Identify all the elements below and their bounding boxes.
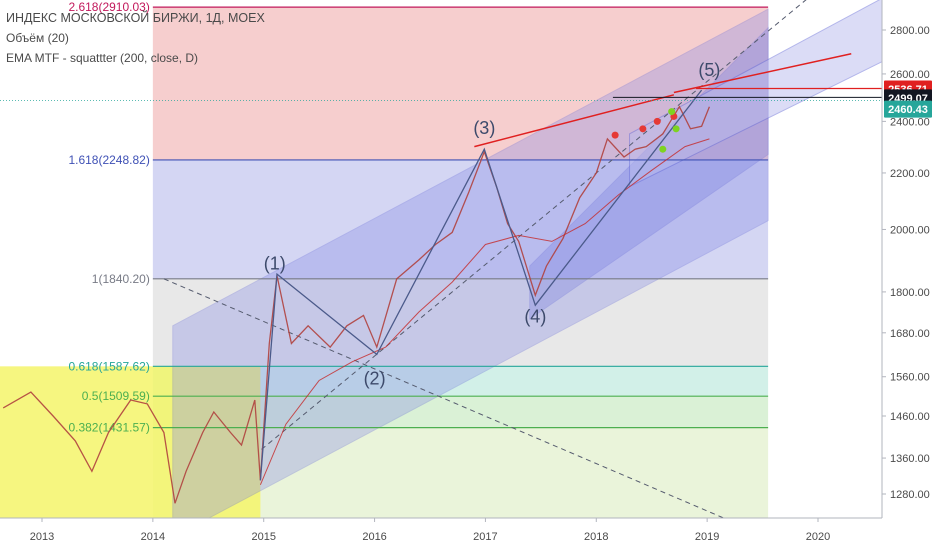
x-axis-panel (0, 518, 932, 550)
fib-label-0: 2.618(2910.03) (68, 0, 149, 14)
wave-label-4: (4) (524, 306, 546, 326)
fib-zone-mid (152, 159, 769, 279)
y-tick-label-7: 1560.00 (890, 372, 930, 384)
x-tick-label-1: 2014 (141, 531, 165, 543)
price-series-line (2, 105, 711, 504)
signal-dot-green-1 (672, 125, 680, 133)
wave-label-1: (1) (264, 253, 286, 273)
y-tick-label-9: 1360.00 (890, 453, 930, 465)
wave-label-3: (3) (473, 118, 495, 138)
fib-label-5: 0.382(1431.57) (68, 421, 149, 435)
wave-label-5: (5) (698, 60, 720, 80)
wave-label-2: (2) (364, 368, 386, 388)
yellow-range-box (0, 366, 261, 518)
volume-indicator-label[interactable]: Объём (20) (6, 31, 69, 45)
symbol-title[interactable]: ИНДЕКС МОСКОВСКОЙ БИРЖИ, 1Д, MOEX (6, 11, 265, 25)
y-tick-label-8: 1460.00 (890, 411, 930, 423)
channel-main (172, 8, 769, 539)
y-tick-label-5: 1800.00 (890, 287, 930, 299)
signal-dot-green-2 (668, 108, 676, 116)
fib-label-4: 0.5(1509.59) (82, 389, 150, 403)
y-tick-label-3: 2200.00 (890, 168, 930, 180)
signal-dot-red-2 (653, 117, 661, 125)
y-tick-label-2: 2400.00 (890, 116, 930, 128)
x-tick-label-4: 2017 (473, 531, 497, 543)
elliott-wave-path (259, 89, 703, 481)
ema-line (259, 138, 710, 485)
x-tick-label-6: 2019 (695, 531, 719, 543)
y-tick-label-0: 2800.00 (890, 25, 930, 37)
fib-label-3: 0.618(1587.62) (68, 359, 149, 373)
y-tick-label-1: 2600.00 (890, 69, 930, 81)
x-tick-label-7: 2020 (806, 531, 830, 543)
signal-dot-green-0 (659, 145, 667, 153)
fib-label-1: 1.618(2248.82) (68, 153, 149, 167)
fib-zone-grey (152, 278, 769, 367)
y-tick-label-10: 1280.00 (890, 489, 930, 501)
signal-dot-red-1 (639, 125, 647, 133)
y-tick-label-4: 2000.00 (890, 224, 930, 236)
price-tag-2 (884, 100, 932, 118)
price-tag-label-2: 2460.43 (888, 104, 928, 116)
x-tick-label-5: 2018 (584, 531, 608, 543)
y-tick-label-6: 1680.00 (890, 328, 930, 340)
x-tick-label-2: 2015 (251, 531, 275, 543)
red-projection-line (673, 53, 852, 94)
red-resistance-line (474, 94, 675, 148)
dashed-trendline-up (261, 0, 807, 450)
chart-legend: ИНДЕКС МОСКОВСКОЙ БИРЖИ, 1Д, MOEX Объём … (6, 8, 265, 68)
signal-dot-red-0 (611, 131, 619, 139)
fib-label-2: 1(1840.20) (92, 272, 150, 286)
x-tick-label-3: 2016 (362, 531, 386, 543)
ema-indicator-label[interactable]: EMA MTF - squattter (200, close, D) (6, 51, 199, 65)
x-tick-label-0: 2013 (30, 531, 54, 543)
